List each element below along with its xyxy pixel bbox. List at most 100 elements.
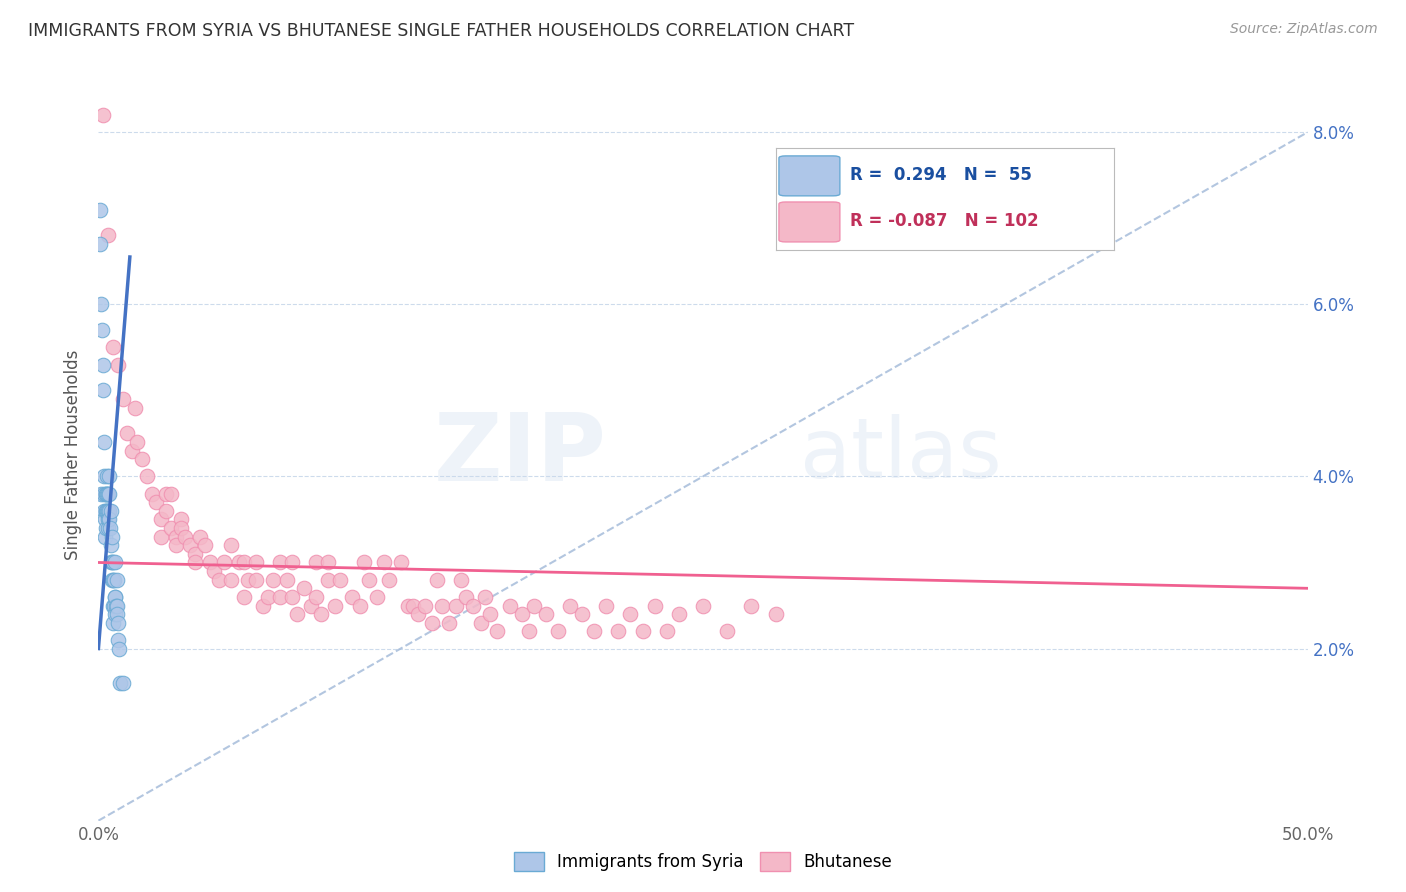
Point — [184, 547, 207, 561]
Point — [619, 607, 641, 621]
Point — [104, 590, 127, 604]
Point — [221, 573, 243, 587]
Point — [238, 573, 260, 587]
Point — [105, 573, 128, 587]
Point — [208, 573, 231, 587]
Point — [547, 624, 569, 639]
Point — [96, 469, 118, 483]
Point — [595, 599, 617, 613]
Point — [558, 599, 581, 613]
Point — [97, 504, 120, 518]
Point — [150, 530, 173, 544]
Point — [631, 624, 654, 639]
Point — [155, 486, 177, 500]
Point — [124, 401, 146, 415]
Point — [256, 590, 278, 604]
Point — [607, 624, 630, 639]
Point — [96, 504, 118, 518]
Point — [377, 573, 399, 587]
Point — [160, 486, 183, 500]
Point — [406, 607, 429, 621]
Point — [583, 624, 606, 639]
Point — [437, 615, 460, 630]
Point — [94, 521, 117, 535]
Point — [285, 607, 308, 621]
Point — [262, 573, 284, 587]
Point — [96, 504, 118, 518]
Legend: Immigrants from Syria, Bhutanese: Immigrants from Syria, Bhutanese — [508, 846, 898, 878]
Text: R = -0.087   N = 102: R = -0.087 N = 102 — [851, 212, 1039, 230]
Point — [101, 573, 124, 587]
Point — [93, 504, 115, 518]
Point — [426, 573, 449, 587]
Point — [765, 607, 787, 621]
Point — [111, 392, 134, 406]
Point — [107, 358, 129, 372]
Point — [104, 599, 127, 613]
Point — [430, 599, 453, 613]
Point — [111, 676, 134, 690]
Point — [269, 556, 291, 570]
Point — [281, 590, 304, 604]
Text: Source: ZipAtlas.com: Source: ZipAtlas.com — [1230, 22, 1378, 37]
Point — [100, 556, 122, 570]
Point — [98, 512, 121, 526]
Point — [105, 599, 128, 613]
Point — [96, 486, 118, 500]
Point — [169, 521, 191, 535]
Point — [305, 556, 328, 570]
Point — [316, 573, 339, 587]
Point — [121, 443, 143, 458]
Point — [359, 573, 381, 587]
Point — [228, 556, 250, 570]
Point — [101, 573, 124, 587]
Point — [108, 641, 131, 656]
Point — [534, 607, 557, 621]
Point — [104, 590, 127, 604]
Point — [232, 556, 254, 570]
Point — [94, 530, 117, 544]
Point — [100, 530, 122, 544]
Y-axis label: Single Father Households: Single Father Households — [65, 350, 83, 560]
Point — [486, 624, 509, 639]
Point — [108, 676, 131, 690]
Point — [127, 435, 149, 450]
Point — [571, 607, 593, 621]
Point — [100, 556, 122, 570]
Point — [135, 469, 157, 483]
Point — [97, 486, 120, 500]
Point — [96, 486, 118, 500]
Point — [402, 599, 425, 613]
Point — [281, 556, 304, 570]
Point — [98, 504, 121, 518]
Point — [97, 486, 120, 500]
Point — [89, 202, 111, 217]
Point — [454, 590, 477, 604]
Point — [716, 624, 738, 639]
Point — [103, 615, 125, 630]
Point — [169, 512, 191, 526]
Point — [101, 556, 124, 570]
Point — [373, 556, 395, 570]
Point — [366, 590, 388, 604]
Point — [644, 599, 666, 613]
Point — [276, 573, 298, 587]
Point — [194, 538, 217, 552]
Point — [252, 599, 274, 613]
Point — [107, 632, 129, 647]
Point — [474, 590, 496, 604]
FancyBboxPatch shape — [779, 202, 839, 242]
Point — [93, 486, 115, 500]
Point — [165, 538, 187, 552]
Point — [98, 521, 121, 535]
Point — [91, 323, 114, 337]
Point — [232, 590, 254, 604]
Point — [329, 573, 352, 587]
Point — [498, 599, 520, 613]
Point — [446, 599, 468, 613]
Point — [245, 556, 267, 570]
Point — [668, 607, 690, 621]
Point — [198, 556, 221, 570]
Point — [221, 538, 243, 552]
Point — [245, 573, 267, 587]
